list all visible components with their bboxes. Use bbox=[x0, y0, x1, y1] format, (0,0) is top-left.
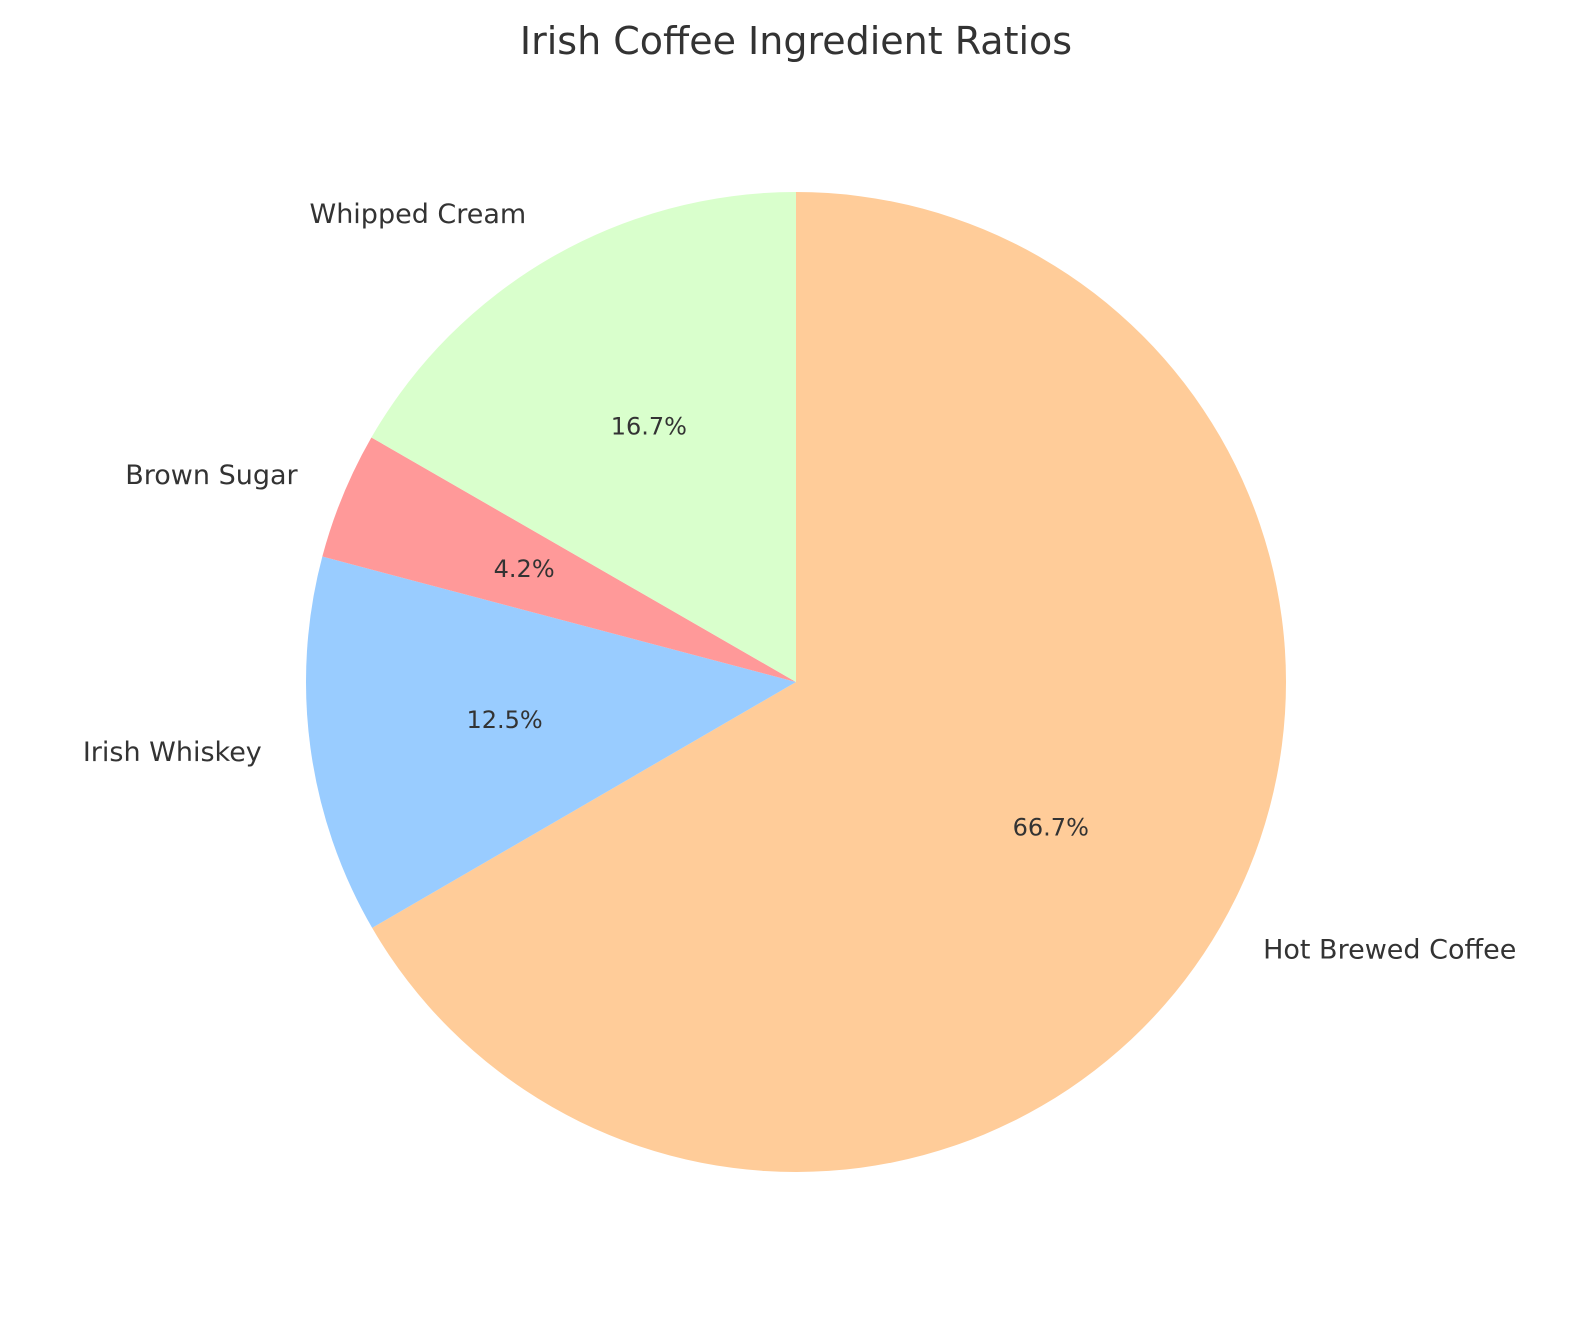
pie-labels: Hot Brewed Coffee 66.7% Irish Whiskey 12.5%… bbox=[83, 199, 1517, 966]
pie-slice-whipped-cream bbox=[371, 191, 796, 682]
slice-label-whipped-cream: Whipped Cream bbox=[310, 199, 527, 230]
slice-label-hot-brewed-coffee: Hot Brewed Coffee bbox=[1263, 935, 1516, 966]
pie-slice-brown-sugar bbox=[322, 437, 796, 682]
chart-title: Irish Coffee Ingredient Ratios bbox=[520, 19, 1072, 63]
slice-label-brown-sugar: Brown Sugar bbox=[125, 460, 298, 491]
slice-percent-hot-brewed-coffee: 66.7% bbox=[1013, 814, 1089, 842]
slice-label-irish-whiskey: Irish Whiskey bbox=[83, 737, 262, 768]
slice-percent-irish-whiskey: 12.5% bbox=[466, 706, 542, 734]
slice-percent-whipped-cream: 16.7% bbox=[611, 412, 687, 440]
pie-slice-irish-whiskey bbox=[305, 556, 796, 928]
slice-percent-brown-sugar: 4.2% bbox=[494, 555, 555, 583]
pie-slice-hot-brewed-coffee bbox=[372, 192, 1287, 1172]
pie-slices bbox=[305, 191, 1287, 1172]
